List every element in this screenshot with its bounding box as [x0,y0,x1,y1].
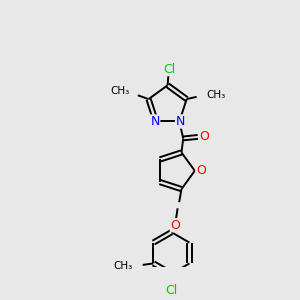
Text: O: O [199,130,209,143]
Text: O: O [196,164,206,177]
Text: Cl: Cl [163,63,175,76]
Text: Cl: Cl [165,284,178,297]
Text: CH₃: CH₃ [113,261,133,271]
Text: O: O [170,219,180,232]
Text: CH₃: CH₃ [111,86,130,96]
Text: N: N [176,115,185,128]
Text: N: N [150,115,160,128]
Text: CH₃: CH₃ [207,90,226,100]
